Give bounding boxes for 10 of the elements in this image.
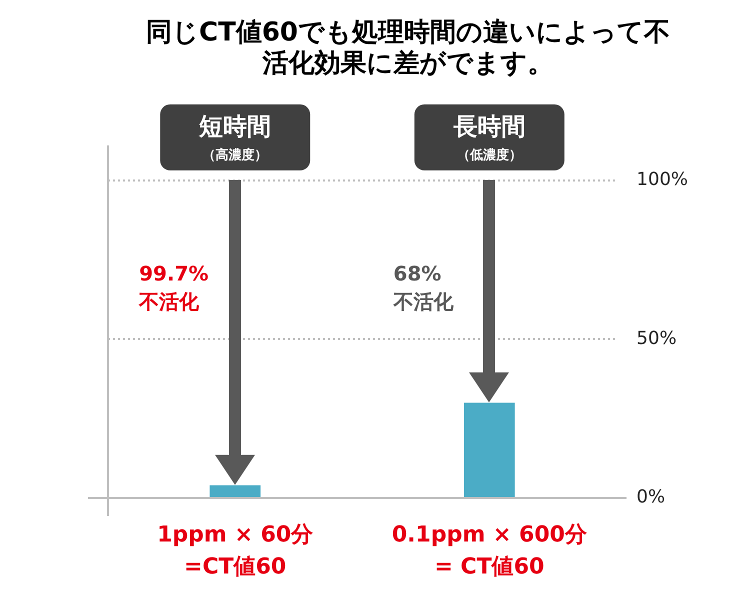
- x-tick-label: 短時間（高濃度）: [198, 112, 272, 163]
- text: 0.1ppm × 600分= CT値60: [392, 522, 588, 580]
- annotation: 99.7%不活化: [138, 262, 209, 314]
- x-tick-label: 長時間（低濃度）: [452, 112, 526, 163]
- text: 1ppm × 60分=CT値60: [157, 522, 314, 580]
- chart-title: 同じCT値60でも処理時間の違いによって不活化効果に差がでます。: [146, 17, 670, 79]
- y-tick-label: 100%: [636, 169, 688, 190]
- y-tick-label: 50%: [636, 328, 677, 349]
- y-tick-label: 0%: [636, 486, 666, 508]
- annotation: 68%不活化: [392, 262, 454, 314]
